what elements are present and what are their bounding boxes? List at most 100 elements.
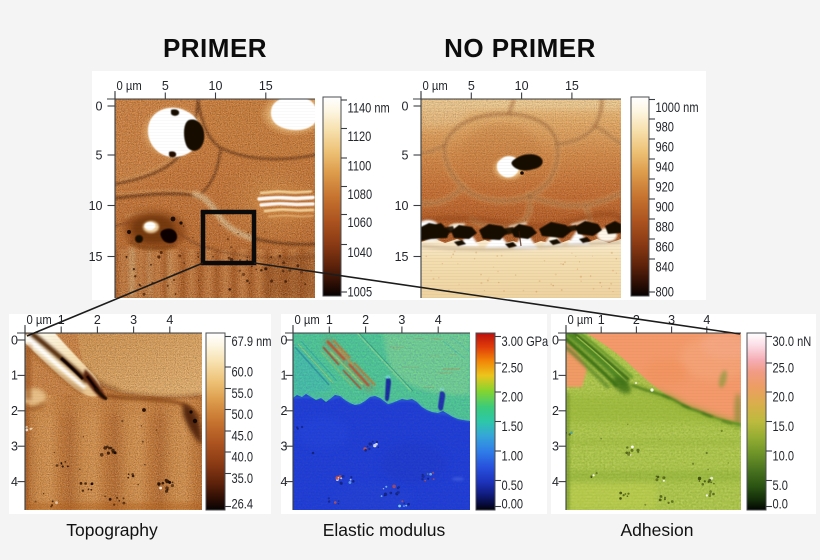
zoom-connector-line-left <box>26 262 204 337</box>
colorbar-tick-label: 50.0 <box>232 407 254 422</box>
colorbar-tick-label: 860 <box>656 240 675 255</box>
x-tick-label: 0 µm <box>27 312 52 327</box>
colorbar-tick-label: 30.0 nN <box>773 334 812 349</box>
afm-image-primer <box>115 99 315 298</box>
colorbar-tick-label: 1.50 <box>502 419 524 434</box>
y-tick-label: 1 <box>552 369 559 383</box>
x-tick-label: 4 <box>435 313 442 327</box>
colorbar-tick-label: 940 <box>656 160 675 175</box>
title-primer: PRIMER <box>163 33 267 63</box>
topography-y-axis: 0 1 2 3 4 <box>11 325 26 510</box>
y-tick-label: 0 <box>281 333 288 347</box>
colorbar-tick-label: 980 <box>656 120 675 135</box>
y-tick-label: 10 <box>89 199 103 213</box>
afm-image-no-primer <box>421 99 621 298</box>
colorbar-tick-label: 2.50 <box>502 361 524 376</box>
colorbar-tick-label: 900 <box>656 200 675 215</box>
y-tick-label: 15 <box>395 250 409 264</box>
colorbar-tick-label: 960 <box>656 140 675 155</box>
no-primer-colorbar: 1000 nm 980 960 940 920 900 880 860 840 800 <box>630 96 699 300</box>
x-tick-label: 5 <box>468 79 475 93</box>
colorbar-tick-label: 20.0 <box>773 390 795 405</box>
elastic-modulus-x-axis: 0 µm 1 2 3 4 <box>285 312 470 334</box>
x-tick-label: 2 <box>362 313 369 327</box>
colorbar-tick-label: 35.0 <box>232 471 254 486</box>
colorbar-tick-label: 15.0 <box>773 419 795 434</box>
y-tick-label: 5 <box>96 148 103 162</box>
no-primer-y-axis: 0 5 10 15 <box>395 91 422 298</box>
colorbar-tick-label: 1120 <box>348 129 372 144</box>
y-tick-label: 1 <box>281 369 288 383</box>
y-tick-label: 3 <box>11 440 18 454</box>
y-tick-label: 2 <box>552 404 559 418</box>
x-tick-label: 1 <box>326 313 333 327</box>
x-tick-label: 2 <box>94 313 101 327</box>
y-tick-label: 0 <box>11 333 18 347</box>
x-tick-label: 3 <box>668 313 675 327</box>
colorbar-tick-label: 840 <box>656 260 675 275</box>
x-tick-label: 0 µm <box>423 78 448 93</box>
afm-image-elastic-modulus <box>293 333 470 510</box>
x-tick-label: 0 µm <box>568 312 593 327</box>
primer-colorbar: 1140 nm 1120 1100 1080 1060 1040 1005 <box>322 96 390 300</box>
y-tick-label: 15 <box>89 250 103 264</box>
colorbar-tick-label: 0.00 <box>502 497 524 512</box>
caption-adhesion: Adhesion <box>621 520 694 540</box>
x-tick-label: 15 <box>565 79 579 93</box>
y-tick-label: 4 <box>281 475 288 489</box>
colorbar-tick-label: 1000 nm <box>656 100 699 115</box>
primer-x-axis: 0 µm 5 10 15 <box>107 78 315 100</box>
x-tick-label: 4 <box>703 313 710 327</box>
y-tick-label: 1 <box>11 369 18 383</box>
x-tick-label: 0 µm <box>295 312 320 327</box>
adhesion-colorbar: 30.0 nN 25.0 20.0 15.0 10.0 5.0 0.0 <box>746 332 812 512</box>
colorbar-tick-label: 1040 <box>348 245 373 260</box>
y-tick-label: 2 <box>281 404 288 418</box>
colorbar-tick-label: 920 <box>656 180 675 195</box>
y-tick-label: 4 <box>11 475 18 489</box>
primer-y-axis: 0 5 10 15 <box>89 91 116 298</box>
colorbar-tick-label: 1005 <box>348 285 373 300</box>
colorbar-tick-label: 1100 <box>348 159 372 174</box>
x-tick-label: 5 <box>162 79 169 93</box>
colorbar-tick-label: 40.0 <box>232 450 254 465</box>
y-tick-label: 2 <box>11 404 18 418</box>
colorbar-tick-label: 10.0 <box>773 449 795 464</box>
colorbar-tick-label: 2.00 <box>502 390 524 405</box>
y-tick-label: 10 <box>395 199 409 213</box>
y-tick-label: 4 <box>552 475 559 489</box>
x-tick-label: 10 <box>515 79 529 93</box>
y-tick-label: 0 <box>96 99 103 113</box>
adhesion-x-axis: 0 µm 1 2 3 4 <box>558 312 741 334</box>
adhesion-y-axis: 0 1 2 3 4 <box>552 325 567 510</box>
zoom-connector-line-right <box>253 262 741 335</box>
colorbar-tick-label: 1080 <box>348 187 373 202</box>
y-tick-label: 0 <box>402 99 409 113</box>
no-primer-x-axis: 0 µm 5 10 15 <box>413 78 621 100</box>
colorbar-tick-label: 5.0 <box>773 478 788 493</box>
topography-colorbar: 67.9 nm 60.0 55.0 50.0 45.0 40.0 35.0 26.4 <box>205 332 272 512</box>
x-tick-label: 10 <box>209 79 223 93</box>
colorbar-tick-label: 0.50 <box>502 478 524 493</box>
afm-image-adhesion <box>566 333 741 510</box>
colorbar-tick-label: 880 <box>656 220 675 235</box>
x-tick-label: 3 <box>130 313 137 327</box>
topography-x-axis: 0 µm 1 2 3 4 <box>17 312 202 334</box>
x-tick-label: 1 <box>58 313 65 327</box>
caption-elastic-modulus: Elastic modulus <box>323 520 446 540</box>
colorbar-tick-label: 60.0 <box>232 365 254 380</box>
panel-adhesion: 0 µm 1 2 3 4 0 1 2 3 4 30.0 nN 25.0 20.0 15.0 10.0 5.0 0… <box>552 312 811 540</box>
colorbar-tick-label: 1.00 <box>502 449 524 464</box>
x-tick-label: 15 <box>259 79 273 93</box>
colorbar-tick-label: 800 <box>656 285 675 300</box>
title-no-primer: NO PRIMER <box>444 33 596 63</box>
y-tick-label: 5 <box>402 148 409 162</box>
zoom-region-rectangle <box>200 209 257 266</box>
colorbar-tick-label: 67.9 nm <box>232 334 272 349</box>
colorbar-tick-label: 26.4 <box>232 497 254 512</box>
panel-no-primer: 0 µm 5 10 15 0 5 10 15 1000 nm 980 960 940 920 900 880… <box>395 78 699 299</box>
y-tick-label: 3 <box>552 440 559 454</box>
elastic-modulus-colorbar: 3.00 GPa 2.50 2.00 1.50 1.00 0.50 0.00 <box>475 332 548 512</box>
